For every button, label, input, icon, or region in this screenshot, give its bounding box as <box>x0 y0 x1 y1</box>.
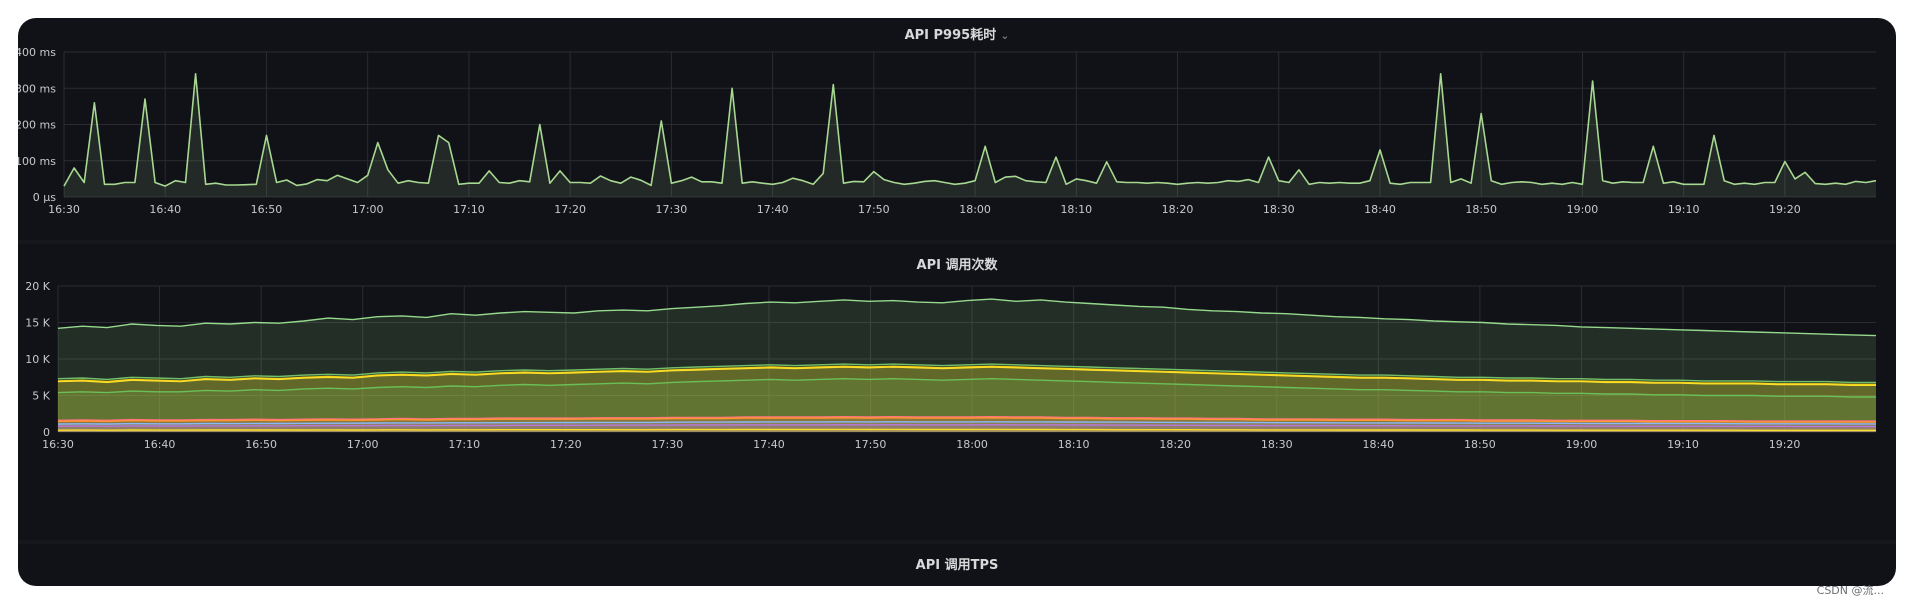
series-line-1[interactable] <box>57 363 1876 384</box>
series-line-4[interactable] <box>57 378 1876 398</box>
x-tick-label: 18:20 <box>1162 203 1194 216</box>
p995-latency-chart: 0 μs 100 ms 200 ms 300 ms 400 ms 16:30 16:40 16… <box>18 46 1877 216</box>
series-line-6[interactable] <box>57 417 1876 423</box>
x-tick-label: 17:00 <box>347 438 379 451</box>
x-tick-label: 18:00 <box>956 438 988 451</box>
x-tick-label: 17:20 <box>554 203 586 216</box>
y-tick-label: 0 μs <box>33 191 56 204</box>
x-tick-label: 18:40 <box>1362 438 1394 451</box>
x-tick-label: 18:50 <box>1465 203 1497 216</box>
x-tick-label: 16:50 <box>245 438 277 451</box>
x-tick-label: 18:50 <box>1464 438 1496 451</box>
series-area-2 <box>58 366 1876 432</box>
x-tick-label: 17:40 <box>753 438 785 451</box>
x-tick-label: 18:20 <box>1159 438 1191 451</box>
y-tick-label: 100 ms <box>18 155 56 168</box>
panel-separator <box>18 240 1896 244</box>
x-tick-label: 17:30 <box>656 203 688 216</box>
y-tick-label: 0 <box>43 426 50 439</box>
x-tick-label: 16:40 <box>149 203 181 216</box>
series-line-8[interactable] <box>57 424 1877 428</box>
x-tick-label: 18:40 <box>1364 203 1396 216</box>
panel-separator <box>18 540 1896 544</box>
y-tick-label: 10 K <box>25 353 50 366</box>
x-tick-label: 18:30 <box>1261 438 1293 451</box>
panel-title-tps[interactable]: API 调用TPS <box>18 554 1896 573</box>
panel-title-text[interactable]: API 调用次数 <box>916 258 998 273</box>
x-tick-label: 18:10 <box>1060 203 1092 216</box>
series-area-0 <box>64 73 1876 197</box>
series-area-1 <box>58 364 1876 432</box>
series-line-0[interactable] <box>63 73 1877 187</box>
x-tick-label: 17:50 <box>858 203 890 216</box>
y-tick-label: 400 ms <box>18 46 56 59</box>
y-tick-label: 5 K <box>32 390 50 403</box>
x-tick-label: 19:20 <box>1769 203 1801 216</box>
y-tick-label: 300 ms <box>18 82 56 95</box>
x-tick-label: 18:00 <box>959 203 991 216</box>
x-tick-label: 19:00 <box>1566 438 1598 451</box>
api-call-count-chart: 0 5 K 10 K 15 K 20 K 16:30 16:40 16:50 17:00 17:1… <box>25 280 1877 451</box>
series-line-9[interactable] <box>57 428 1876 431</box>
series-line-7[interactable] <box>57 421 1876 425</box>
x-tick-label: 19:10 <box>1668 203 1700 216</box>
series-line-5[interactable] <box>57 416 1876 422</box>
x-tick-label: 19:20 <box>1769 438 1801 451</box>
x-tick-label: 17:00 <box>352 203 384 216</box>
series-line-0[interactable] <box>57 298 1877 337</box>
x-tick-label: 16:30 <box>42 438 74 451</box>
panel-title-text[interactable]: API 调用TPS <box>915 558 999 573</box>
x-tick-label: 17:30 <box>652 438 684 451</box>
x-tick-label: 16:50 <box>251 203 283 216</box>
series-area-0 <box>58 299 1876 432</box>
panel-title-calls[interactable]: API 调用次数 <box>18 254 1896 273</box>
y-tick-label: 20 K <box>25 280 50 293</box>
x-tick-label: 19:10 <box>1667 438 1699 451</box>
chevron-down-icon[interactable]: ⌄ <box>1000 29 1010 42</box>
panel-title-p995[interactable]: API P995耗时 ⌄ <box>18 24 1896 43</box>
x-tick-label: 16:40 <box>144 438 176 451</box>
watermark: CSDN @流... <box>1816 584 1884 597</box>
x-tick-label: 17:10 <box>453 203 485 216</box>
series-line-3[interactable] <box>57 366 1876 386</box>
x-tick-label: 18:10 <box>1058 438 1090 451</box>
series-area-3 <box>58 367 1876 432</box>
x-tick-label: 17:50 <box>855 438 887 451</box>
panel-title-text[interactable]: API P995耗时 <box>904 28 997 43</box>
x-tick-label: 17:10 <box>448 438 480 451</box>
y-tick-label: 200 ms <box>18 119 56 132</box>
x-tick-label: 17:40 <box>757 203 789 216</box>
x-tick-label: 17:20 <box>550 438 582 451</box>
dashboard-frame: API P995耗时 ⌄ 0 μs 100 ms 200 ms 300 ms 400 ms… <box>18 18 1896 586</box>
x-tick-label: 18:30 <box>1263 203 1295 216</box>
y-tick-label: 15 K <box>25 317 50 330</box>
x-tick-label: 16:30 <box>48 203 80 216</box>
x-tick-label: 19:00 <box>1567 203 1599 216</box>
